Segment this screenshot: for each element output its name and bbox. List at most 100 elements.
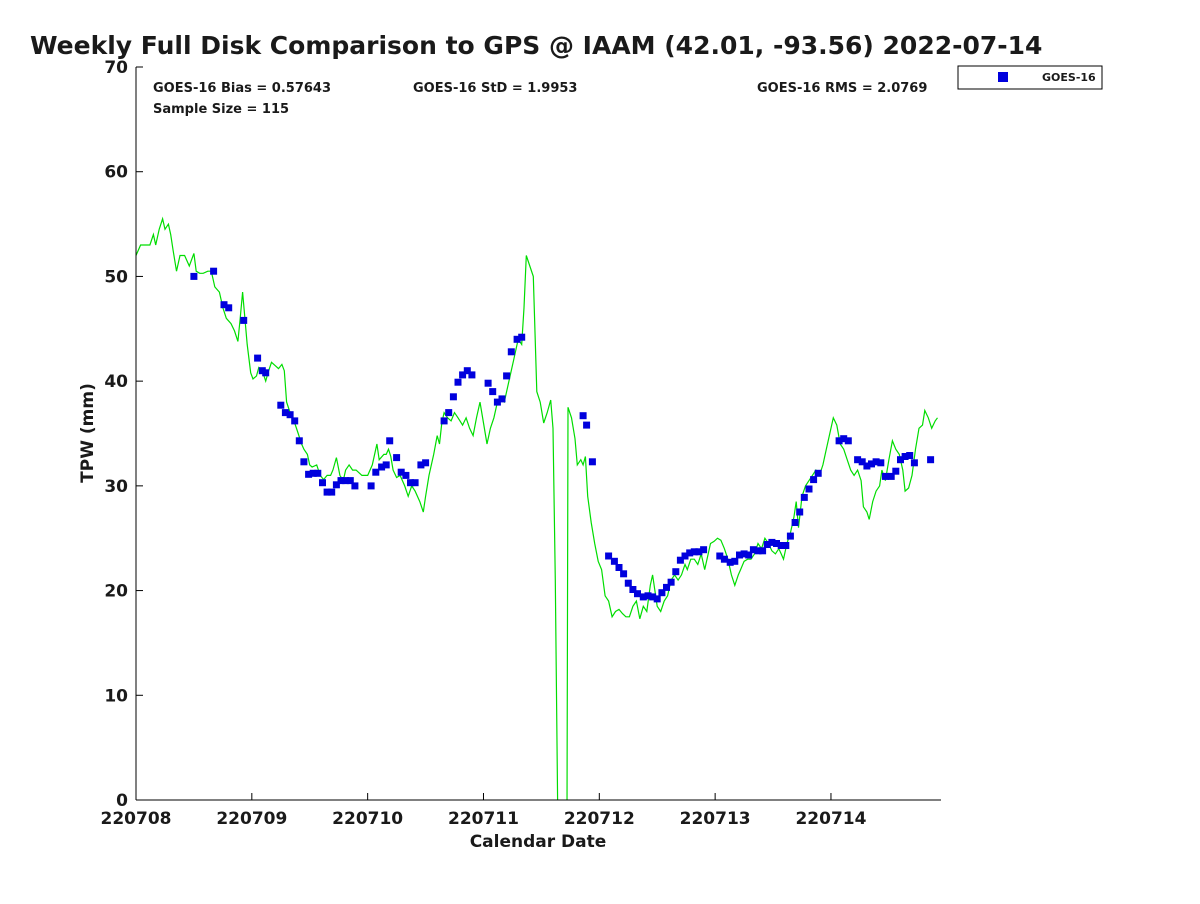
goes16-point xyxy=(518,333,526,341)
goes16-point xyxy=(286,411,294,419)
goes16-point xyxy=(411,479,419,487)
goes16-point xyxy=(346,477,354,485)
goes16-point xyxy=(610,557,618,565)
goes16-point xyxy=(863,462,871,470)
goes16-point xyxy=(463,367,471,375)
goes16-point xyxy=(716,552,724,560)
goes16-point xyxy=(402,471,410,479)
goes16-point xyxy=(796,508,804,516)
bias-annotation: GOES-16 Bias = 0.57643 xyxy=(153,81,331,96)
goes16-point xyxy=(459,371,467,379)
goes16-point xyxy=(615,564,623,571)
goes16-point xyxy=(881,472,889,480)
goes16-point xyxy=(720,555,728,563)
legend-marker xyxy=(998,72,1008,82)
goes16-point xyxy=(858,458,866,466)
goes16-point xyxy=(844,437,852,445)
goes16-point xyxy=(634,590,641,598)
goes16-point xyxy=(629,586,637,593)
goes16-point xyxy=(342,477,350,485)
goes16-point xyxy=(676,556,684,564)
goes16-point xyxy=(800,493,808,501)
goes16-point xyxy=(658,589,666,597)
goes16-point xyxy=(314,469,322,477)
goes16-point xyxy=(663,583,670,591)
x-tick-label: 220711 xyxy=(448,809,519,829)
goes16-point xyxy=(892,467,900,475)
goes16-point xyxy=(493,398,501,406)
plot-area xyxy=(136,216,938,800)
goes16-point xyxy=(295,437,303,445)
goes16-point xyxy=(910,459,918,467)
x-tick-label: 220713 xyxy=(680,809,751,829)
goes16-point xyxy=(328,488,336,496)
goes16-point xyxy=(791,519,799,526)
goes16-point xyxy=(872,458,880,466)
x-tick-label: 220709 xyxy=(216,809,287,829)
goes16-point xyxy=(901,453,909,460)
goes16-point xyxy=(254,354,262,362)
y-tick-label: 0 xyxy=(116,791,128,811)
goes16-point xyxy=(498,395,506,403)
goes16-point xyxy=(805,485,813,493)
goes16-point xyxy=(667,578,675,586)
y-tick-label: 60 xyxy=(104,163,128,183)
x-axis-ticks: 220708 220709 220710 220711 220712 220713 2207… xyxy=(101,793,867,829)
goes16-point xyxy=(445,409,453,417)
y-axis-label: TPW (mm) xyxy=(78,383,98,483)
goes16-point xyxy=(503,372,511,380)
goes16-point xyxy=(649,593,657,601)
goes16-point xyxy=(407,479,414,487)
goes16-point xyxy=(814,469,822,477)
y-tick-label: 70 xyxy=(104,58,128,78)
goes16-point xyxy=(372,468,380,476)
goes16-point xyxy=(468,371,476,379)
goes16-series xyxy=(190,267,935,603)
goes16-point xyxy=(740,550,748,558)
x-axis-label: Calendar Date xyxy=(470,832,607,852)
goes16-point xyxy=(840,435,848,443)
goes16-point xyxy=(773,540,780,547)
x-tick-label: 220714 xyxy=(795,809,866,829)
goes16-point xyxy=(835,437,843,445)
y-tick-label: 50 xyxy=(104,267,128,287)
gps-series-line xyxy=(136,216,938,800)
goes16-point xyxy=(810,476,818,484)
goes16-point xyxy=(754,547,762,555)
goes16-point xyxy=(454,378,462,386)
goes16-point xyxy=(868,460,875,468)
goes16-point xyxy=(337,477,345,485)
goes16-point xyxy=(382,461,390,469)
goes16-point xyxy=(897,456,904,464)
goes16-point xyxy=(378,463,386,471)
goes16-point xyxy=(672,568,680,576)
axes xyxy=(135,67,941,801)
goes16-point xyxy=(262,369,270,377)
goes16-point xyxy=(422,459,430,467)
goes16-point xyxy=(731,557,739,565)
goes16-point xyxy=(397,468,405,476)
rms-annotation: GOES-16 RMS = 2.0769 xyxy=(757,81,927,96)
goes16-point xyxy=(583,421,591,429)
goes16-point xyxy=(305,470,313,478)
goes16-point xyxy=(906,452,914,459)
goes16-point xyxy=(887,472,895,480)
goes16-point xyxy=(681,552,689,560)
goes16-point xyxy=(386,437,394,445)
goes16-point xyxy=(782,542,790,549)
goes16-point xyxy=(624,579,632,587)
goes16-point xyxy=(620,570,628,578)
goes16-point xyxy=(449,393,457,401)
stats-annotations: GOES-16 Bias = 0.57643 Sample Size = 115… xyxy=(153,81,927,117)
y-tick-label: 10 xyxy=(104,686,128,706)
goes16-point xyxy=(332,481,340,489)
x-tick-label: 220708 xyxy=(101,809,172,829)
goes16-point xyxy=(695,548,703,556)
goes16-point xyxy=(700,546,708,554)
goes16-point xyxy=(351,482,359,490)
goes16-point xyxy=(440,417,448,425)
goes16-point xyxy=(854,456,862,464)
x-tick-label: 220710 xyxy=(332,809,403,829)
y-tick-label: 20 xyxy=(104,582,128,602)
